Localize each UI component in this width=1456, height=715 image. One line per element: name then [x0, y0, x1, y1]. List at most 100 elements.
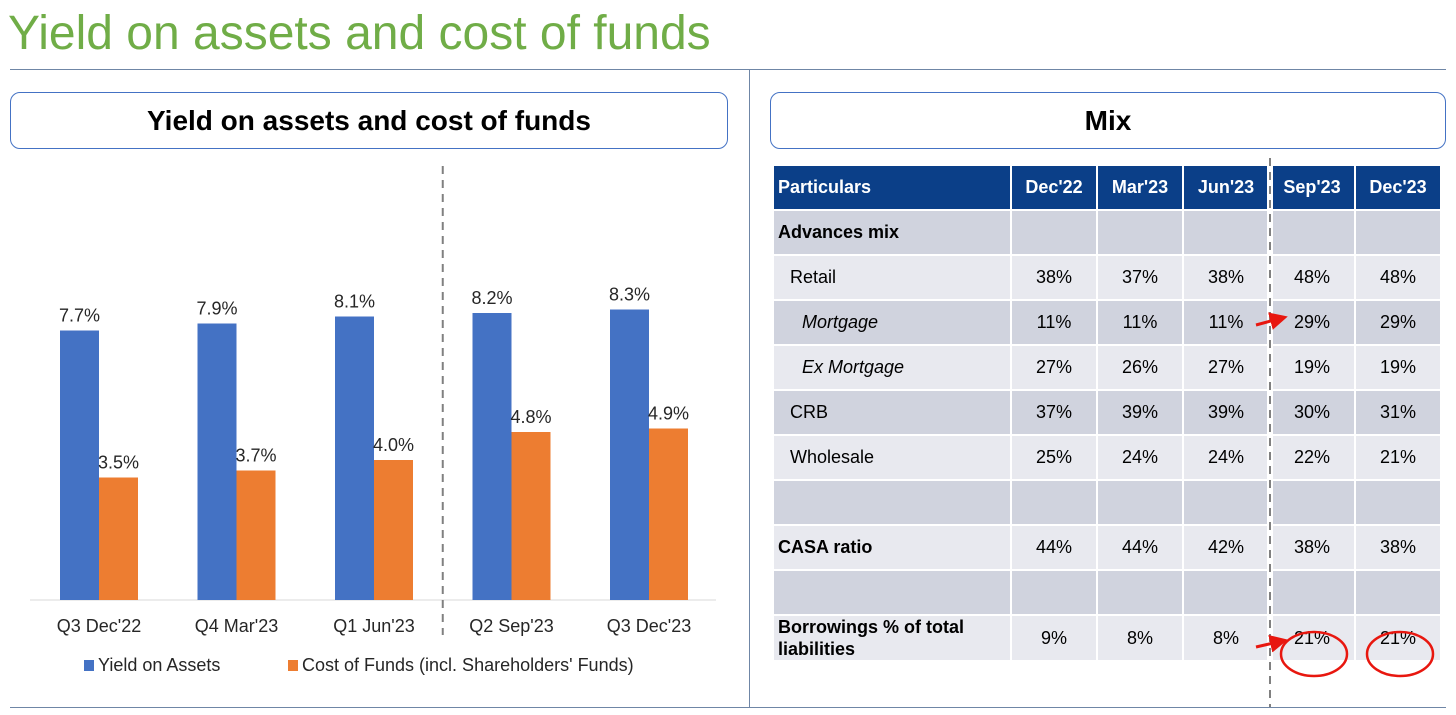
mix-panel-title: Mix	[770, 92, 1446, 149]
mix-table-row	[772, 479, 1442, 526]
cost-value-label-3: 4.8%	[510, 407, 551, 427]
page-title: Yield on assets and cost of funds	[8, 7, 711, 60]
cost-value-label-1: 3.7%	[235, 446, 276, 466]
mix-cell: 39%	[1182, 389, 1270, 436]
mix-cell: 38%	[1182, 254, 1270, 301]
mix-cell: 31%	[1354, 389, 1442, 436]
mix-cell: 39%	[1096, 389, 1184, 436]
chart-panel-title: Yield on assets and cost of funds	[10, 92, 728, 149]
mix-cell: 19%	[1268, 344, 1356, 391]
mix-row-label: Mortgage	[772, 299, 1012, 346]
mix-cell	[1096, 569, 1184, 616]
mix-cell: 25%	[1010, 434, 1098, 481]
mix-cell: 11%	[1096, 299, 1184, 346]
mix-cell: 48%	[1268, 254, 1356, 301]
mix-cell: 11%	[1010, 299, 1098, 346]
mix-row-label: Borrowings % of total liabilities	[772, 614, 1012, 662]
mix-table-row: Advances mix	[772, 209, 1442, 256]
mix-cell: 27%	[1182, 344, 1270, 391]
top-divider	[10, 69, 1446, 70]
yield-value-label-1: 7.9%	[196, 299, 237, 319]
mix-cell: 37%	[1010, 389, 1098, 436]
yield-bar-1	[197, 323, 237, 600]
mix-cell: 9%	[1010, 614, 1098, 662]
mix-header-period-2: Mar'23	[1096, 164, 1184, 211]
yield-bar-0	[60, 330, 99, 600]
cost-bar-4	[649, 428, 688, 600]
cost-value-label-4: 4.9%	[648, 404, 689, 424]
mix-table-row: CRB 37% 39% 39% 30% 31%	[772, 389, 1442, 436]
mix-cell	[1182, 479, 1270, 526]
cost-bar-3	[511, 432, 551, 600]
mix-header-period-1: Dec'22	[1010, 164, 1098, 211]
mix-table-row: CASA ratio 44% 44% 42% 38% 38%	[772, 524, 1442, 571]
mix-row-label: Advances mix	[772, 209, 1012, 256]
x-tick-label-4: Q3 Dec'23	[607, 616, 691, 636]
mix-header-particulars: Particulars	[772, 164, 1012, 211]
mix-table-row: Ex Mortgage 27% 26% 27% 19% 19%	[772, 344, 1442, 391]
mix-cell	[1268, 209, 1356, 256]
mix-cell: 11%	[1182, 299, 1270, 346]
bottom-divider	[10, 707, 1446, 708]
mix-row-label: Retail	[772, 254, 1012, 301]
mix-row-label: Ex Mortgage	[772, 344, 1012, 391]
cost-value-label-0: 3.5%	[98, 453, 139, 473]
mix-cell: 29%	[1268, 299, 1356, 346]
yield-value-label-3: 8.2%	[471, 288, 512, 308]
mix-row-label: Wholesale	[772, 434, 1012, 481]
yield-bar-2	[335, 316, 374, 600]
mix-row-label: CRB	[772, 389, 1012, 436]
x-tick-label-2: Q1 Jun'23	[333, 616, 415, 636]
mix-cell	[1010, 479, 1098, 526]
mix-cell: 37%	[1096, 254, 1184, 301]
mix-cell: 24%	[1096, 434, 1184, 481]
mix-header-period-5: Dec'23	[1354, 164, 1442, 211]
mix-cell: 44%	[1010, 524, 1098, 571]
yield-value-label-2: 8.1%	[334, 292, 375, 312]
legend-swatch-cost	[288, 660, 298, 671]
mix-cell	[1268, 569, 1356, 616]
mix-cell: 24%	[1182, 434, 1270, 481]
mix-cell	[1182, 209, 1270, 256]
mix-cell: 21%	[1354, 434, 1442, 481]
mix-table-header-row: Particulars Dec'22 Mar'23 Jun'23 Sep'23 Dec'2…	[772, 164, 1442, 211]
mix-cell	[1096, 479, 1184, 526]
cost-bar-0	[99, 477, 138, 600]
yield-bar-3	[472, 313, 512, 600]
mix-cell: 48%	[1354, 254, 1442, 301]
mix-cell: 21%	[1354, 614, 1442, 662]
mix-cell: 8%	[1096, 614, 1184, 662]
mix-cell	[1182, 569, 1270, 616]
cost-value-label-2: 4.0%	[373, 435, 414, 455]
mix-table-row: Mortgage 11% 11% 11% 29% 29%	[772, 299, 1442, 346]
mix-cell	[1354, 209, 1442, 256]
mix-cell: 30%	[1268, 389, 1356, 436]
mix-table: Particulars Dec'22 Mar'23 Jun'23 Sep'23 Dec'2…	[772, 164, 1442, 662]
mix-cell	[1268, 479, 1356, 526]
mix-cell: 38%	[1010, 254, 1098, 301]
mix-table-row: Borrowings % of total liabilities 9% 8% 8% 2…	[772, 614, 1442, 662]
legend-label-cost: Cost of Funds (incl. Shareholders' Funds…	[302, 655, 634, 675]
mix-cell	[1096, 209, 1184, 256]
mix-header-period-3: Jun'23	[1182, 164, 1270, 211]
mix-row-label	[772, 479, 1012, 526]
mix-cell: 22%	[1268, 434, 1356, 481]
mix-cell: 38%	[1354, 524, 1442, 571]
yield-cost-bar-chart: 7.7% 3.5% Q3 Dec'22 7.9% 3.7% Q4 Mar'23 8.1% 4.…	[30, 166, 716, 675]
mix-row-label	[772, 569, 1012, 616]
mix-cell: 26%	[1096, 344, 1184, 391]
mix-table-row: Retail 38% 37% 38% 48% 48%	[772, 254, 1442, 301]
mix-cell	[1010, 209, 1098, 256]
cost-bar-1	[236, 470, 276, 600]
mix-cell: 21%	[1268, 614, 1356, 662]
mix-cell	[1010, 569, 1098, 616]
mix-table-row: Wholesale 25% 24% 24% 22% 21%	[772, 434, 1442, 481]
mix-cell: 19%	[1354, 344, 1442, 391]
yield-value-label-4: 8.3%	[609, 285, 650, 305]
mix-cell: 44%	[1096, 524, 1184, 571]
mix-cell: 8%	[1182, 614, 1270, 662]
x-tick-label-3: Q2 Sep'23	[469, 616, 554, 636]
mix-cell: 27%	[1010, 344, 1098, 391]
x-tick-label-1: Q4 Mar'23	[195, 616, 278, 636]
legend-label-yield: Yield on Assets	[98, 655, 220, 675]
